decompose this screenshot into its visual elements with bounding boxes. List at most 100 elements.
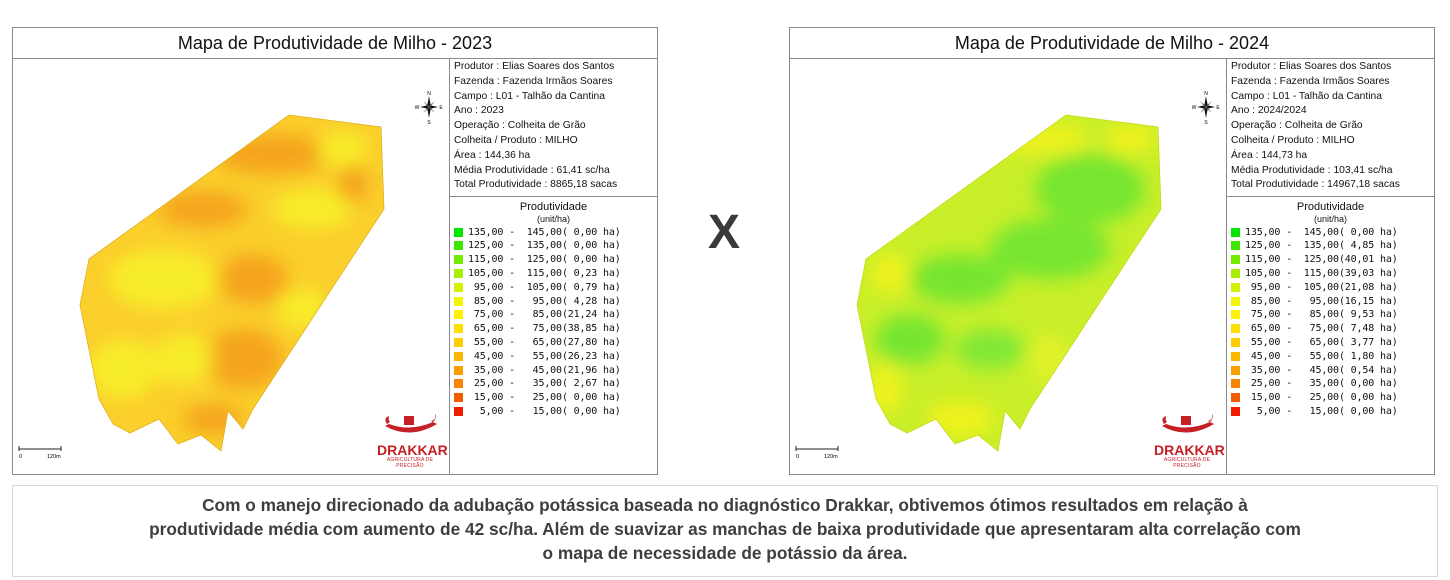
- field-info: Produtor : Elias Soares dos Santos Fazen…: [450, 59, 657, 198]
- legend: 135,00 - 145,00( 0,00 ha) 125,00 - 135,00…: [1227, 225, 1434, 418]
- legend-row: 55,00 - 65,00( 3,77 ha): [1227, 336, 1434, 350]
- yield-map-panel-2023: Mapa de Produtividade de Milho - 2023: [12, 27, 658, 475]
- compass-s: S: [427, 120, 431, 125]
- legend-range: 35,00 - 45,00: [1245, 364, 1339, 376]
- legend-range: 125,00 - 135,00: [1245, 240, 1339, 252]
- legend-row: 65,00 - 75,00( 7,48 ha): [1227, 322, 1434, 336]
- legend-swatch: [1231, 351, 1240, 361]
- legend-area: ( 0,00 ha): [561, 240, 621, 252]
- legend-range: 105,00 - 115,00: [468, 267, 562, 279]
- legend-area: ( 7,48 ha): [1338, 323, 1398, 335]
- legend-area: ( 2,67 ha): [561, 378, 621, 390]
- legend-range: 55,00 - 65,00: [468, 336, 562, 348]
- legend-range: 45,00 - 55,00: [1245, 350, 1339, 362]
- legend-area: (21,96 ha): [561, 364, 621, 376]
- caption-line-3: o mapa de necessidade de potássio da áre…: [542, 543, 908, 563]
- legend-area: ( 0,00 ha): [561, 254, 621, 266]
- legend-title: Produtividade: [1296, 201, 1365, 214]
- legend-range: 95,00 - 105,00: [1245, 281, 1339, 293]
- field-map-2024: [856, 114, 1162, 452]
- compass-e: E: [439, 105, 443, 111]
- field-info: Produtor : Elias Soares dos Santos Fazen…: [1227, 59, 1434, 198]
- legend-area: ( 0,00 ha): [1338, 378, 1398, 390]
- compass-w: W: [415, 105, 420, 111]
- legend-area: ( 0,23 ha): [561, 267, 621, 279]
- legend-range: 75,00 - 85,00: [468, 309, 562, 321]
- legend-row: 105,00 - 115,00( 0,23 ha): [450, 267, 657, 281]
- legend-range: 135,00 - 145,00: [468, 226, 562, 238]
- legend-swatch: [1231, 255, 1240, 265]
- legend-area: ( 0,79 ha): [561, 281, 621, 293]
- info-field: Campo : L01 - Talhão da Cantina: [1231, 90, 1382, 102]
- legend-row: 95,00 - 105,00( 0,79 ha): [450, 280, 657, 294]
- drakkar-ship-icon: [385, 414, 437, 433]
- drakkar-logo: DRAKKAR AGRICULTURA DE PRECISÃO: [377, 414, 448, 469]
- legend-area: ( 1,80 ha): [1338, 350, 1398, 362]
- logo-subtitle: AGRICULTURA DE PRECISÃO: [1163, 457, 1211, 469]
- legend-swatch: [454, 393, 463, 403]
- drakkar-ship-icon: [1162, 414, 1214, 433]
- compass-w: W: [1192, 105, 1197, 111]
- legend-range: 55,00 - 65,00: [1245, 336, 1339, 348]
- legend-swatch: [454, 255, 463, 265]
- logo-name: DRAKKAR: [377, 442, 448, 458]
- legend-range: 25,00 - 35,00: [1245, 378, 1339, 390]
- legend-swatch: [454, 227, 463, 237]
- legend-range: 115,00 - 125,00: [468, 254, 562, 266]
- yield-map-panel-2024: Mapa de Produtividade de Milho - 2024: [789, 27, 1435, 475]
- legend-range: 5,00 - 15,00: [468, 405, 562, 417]
- legend-row: 75,00 - 85,00( 9,53 ha): [1227, 308, 1434, 322]
- legend-area: (40,01 ha): [1338, 254, 1398, 266]
- legend-swatch: [1231, 268, 1240, 278]
- legend-area: (27,80 ha): [561, 336, 621, 348]
- legend-area: ( 9,53 ha): [1338, 309, 1398, 321]
- versus-separator: X: [707, 206, 740, 259]
- legend-range: 65,00 - 75,00: [1245, 323, 1339, 335]
- info-legend-area: Produtor : Elias Soares dos Santos Fazen…: [1227, 59, 1434, 475]
- info-operation: Operação : Colheita de Grão: [454, 120, 586, 132]
- legend-area: ( 0,00 ha): [561, 405, 621, 417]
- legend-swatch: [1231, 379, 1240, 389]
- legend-area: (16,15 ha): [1338, 295, 1398, 307]
- legend-swatch: [1231, 393, 1240, 403]
- legend-range: 25,00 - 35,00: [468, 378, 562, 390]
- info-farm: Fazenda : Fazenda Irmãos Soares: [454, 75, 613, 87]
- legend-swatch: [454, 406, 463, 416]
- legend-range: 65,00 - 75,00: [468, 323, 562, 335]
- legend-row: 85,00 - 95,00( 4,28 ha): [450, 294, 657, 308]
- legend-swatch: [1231, 296, 1240, 306]
- legend-range: 85,00 - 95,00: [1245, 295, 1339, 307]
- legend-area: ( 0,54 ha): [1338, 364, 1398, 376]
- legend-range: 15,00 - 25,00: [468, 392, 562, 404]
- legend-area: ( 0,00 ha): [561, 226, 621, 238]
- scale-bar: 0 120m: [17, 446, 67, 465]
- legend-row: 35,00 - 45,00 (21,96 ha): [450, 363, 657, 377]
- legend-row: 95,00 - 105,00 (21,08 ha): [1227, 280, 1434, 294]
- info-crop: Colheita / Produto : MILHO: [454, 134, 578, 146]
- legend-row: 85,00 - 95,00 (16,15 ha): [1227, 294, 1434, 308]
- legend-area: ( 0,00 ha): [561, 392, 621, 404]
- legend-swatch: [454, 282, 463, 292]
- legend-area: ( 0,00 ha): [1338, 405, 1398, 417]
- legend-row: 15,00 - 25,00( 0,00 ha): [450, 391, 657, 405]
- scale-end: 120m: [824, 454, 838, 460]
- map-area: N S W E 0 120m: [790, 59, 1227, 475]
- compass-e: E: [1216, 105, 1220, 111]
- legend-row: 35,00 - 45,00( 0,54 ha): [1227, 363, 1434, 377]
- logo-subtitle: AGRICULTURA DE PRECISÃO: [386, 457, 434, 469]
- legend-swatch: [1231, 310, 1240, 320]
- caption-line-2: produtividade média com aumento de 42 sc…: [149, 519, 1301, 539]
- legend-area: (21,08 ha): [1338, 281, 1398, 293]
- legend: 135,00 - 145,00( 0,00 ha) 125,00 - 135,00…: [450, 225, 657, 418]
- info-mean-yield: Média Produtividade : 61,41 sc/ha: [454, 164, 610, 176]
- legend-range: 45,00 - 55,00: [468, 350, 562, 362]
- legend-swatch: [454, 351, 463, 361]
- legend-range: 115,00 - 125,00: [1245, 254, 1339, 266]
- legend-row: 15,00 - 25,00( 0,00 ha): [1227, 391, 1434, 405]
- legend-swatch: [1231, 227, 1240, 237]
- legend-area: ( 4,28 ha): [561, 295, 621, 307]
- legend-swatch: [1231, 282, 1240, 292]
- legend-swatch: [454, 241, 463, 251]
- info-operation: Operação : Colheita de Grão: [1231, 120, 1363, 132]
- map-area: N S W E 0 120m: [13, 59, 450, 475]
